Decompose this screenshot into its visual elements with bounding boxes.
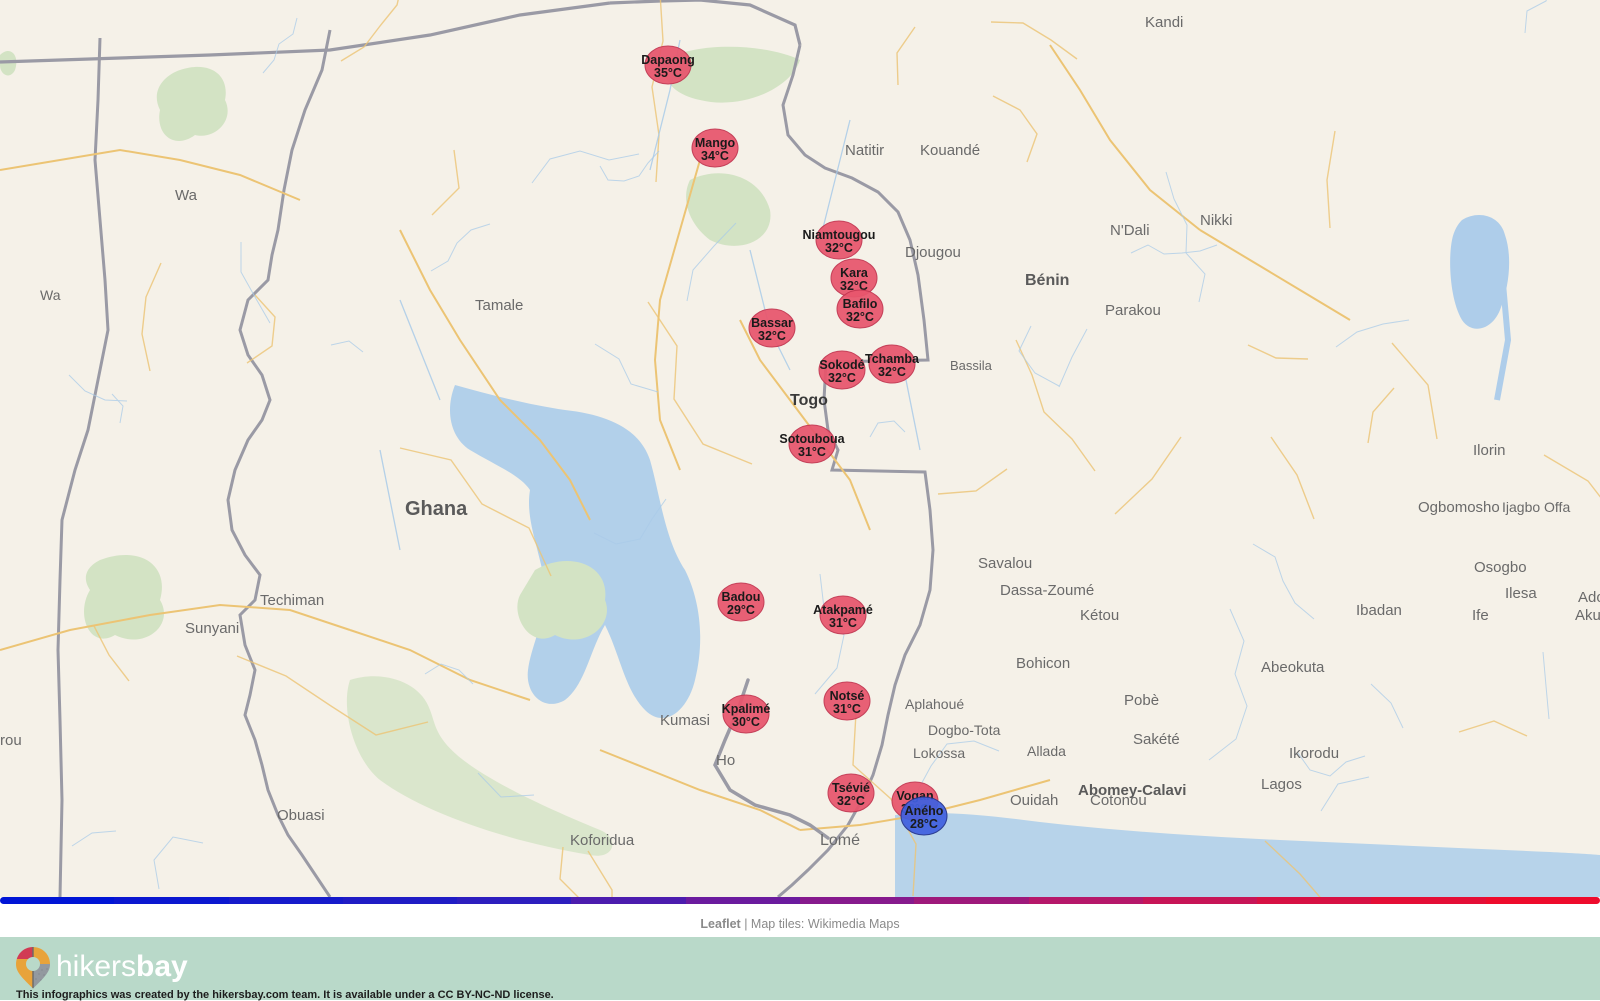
- svg-text:Pobè: Pobè: [1124, 692, 1159, 709]
- svg-text:Cotonou: Cotonou: [1090, 792, 1147, 809]
- svg-text:Allada: Allada: [1027, 743, 1066, 759]
- svg-text:N'Dali: N'Dali: [1110, 222, 1150, 239]
- svg-text:28°C: 28°C: [910, 817, 938, 831]
- svg-text:Bassila: Bassila: [950, 358, 993, 373]
- svg-text:Techiman: Techiman: [260, 592, 324, 609]
- svg-text:Parakou: Parakou: [1105, 302, 1161, 319]
- svg-text:Lomé: Lomé: [820, 832, 860, 849]
- svg-text:Bassar: Bassar: [751, 316, 793, 330]
- svg-text:Osogbo: Osogbo: [1474, 559, 1527, 576]
- svg-text:32°C: 32°C: [825, 241, 853, 255]
- svg-text:Togo: Togo: [790, 392, 828, 409]
- svg-text:Kétou: Kétou: [1080, 607, 1119, 624]
- svg-text:Tchamba: Tchamba: [865, 352, 920, 366]
- svg-text:Mango: Mango: [695, 136, 736, 150]
- svg-text:Dogbo-Tota: Dogbo-Tota: [928, 722, 1001, 738]
- svg-text:rou: rou: [0, 732, 22, 749]
- svg-text:Kumasi: Kumasi: [660, 712, 710, 729]
- svg-text:Bénin: Bénin: [1025, 272, 1069, 289]
- svg-text:Ogbomosho: Ogbomosho: [1418, 499, 1500, 516]
- svg-text:Kara: Kara: [840, 266, 869, 280]
- svg-text:Ilorin: Ilorin: [1473, 442, 1506, 459]
- svg-text:Ikorodu: Ikorodu: [1289, 745, 1339, 762]
- svg-text:Bafilo: Bafilo: [843, 297, 878, 311]
- svg-text:Ibadan: Ibadan: [1356, 602, 1402, 619]
- svg-text:Djougou: Djougou: [905, 244, 961, 261]
- svg-text:31°C: 31°C: [829, 616, 857, 630]
- svg-text:Ijagbo Offa: Ijagbo Offa: [1502, 499, 1570, 515]
- svg-text:Badou: Badou: [722, 590, 761, 604]
- svg-text:Bohicon: Bohicon: [1016, 655, 1070, 672]
- svg-text:31°C: 31°C: [798, 445, 826, 459]
- svg-text:Kpalimé: Kpalimé: [722, 702, 771, 716]
- svg-text:29°C: 29°C: [727, 603, 755, 617]
- svg-text:Ghana: Ghana: [405, 498, 468, 520]
- svg-text:Tsévié: Tsévié: [832, 781, 870, 795]
- svg-text:34°C: 34°C: [701, 149, 729, 163]
- svg-text:Savalou: Savalou: [978, 555, 1032, 572]
- svg-text:32°C: 32°C: [828, 371, 856, 385]
- svg-text:Abeokuta: Abeokuta: [1261, 659, 1325, 676]
- svg-text:Sotouboua: Sotouboua: [779, 432, 845, 446]
- svg-text:Aku: Aku: [1575, 607, 1600, 624]
- svg-text:Wa: Wa: [175, 187, 198, 204]
- svg-text:Atakpamé: Atakpamé: [813, 603, 873, 617]
- svg-text:Tamale: Tamale: [475, 297, 523, 314]
- svg-text:Dapaong: Dapaong: [641, 53, 694, 67]
- svg-text:Niamtougou: Niamtougou: [803, 228, 876, 242]
- svg-text:32°C: 32°C: [846, 310, 874, 324]
- svg-text:Sunyani: Sunyani: [185, 620, 239, 637]
- svg-text:31°C: 31°C: [833, 702, 861, 716]
- svg-text:Sakété: Sakété: [1133, 731, 1180, 748]
- svg-text:Obuasi: Obuasi: [277, 807, 325, 824]
- svg-text:Sokodé: Sokodé: [819, 358, 864, 372]
- svg-text:32°C: 32°C: [837, 794, 865, 808]
- svg-text:Kandi: Kandi: [1145, 14, 1183, 31]
- svg-text:Ilesa: Ilesa: [1505, 585, 1537, 602]
- svg-text:Lokossa: Lokossa: [913, 745, 965, 761]
- svg-text:Ouidah: Ouidah: [1010, 792, 1058, 809]
- svg-text:Ado: Ado: [1578, 589, 1600, 606]
- svg-text:Wa: Wa: [40, 287, 61, 303]
- svg-text:Nikki: Nikki: [1200, 212, 1233, 229]
- svg-text:35°C: 35°C: [654, 66, 682, 80]
- svg-text:32°C: 32°C: [758, 329, 786, 343]
- svg-text:Ife: Ife: [1472, 607, 1489, 624]
- svg-text:30°C: 30°C: [732, 715, 760, 729]
- svg-text:Lagos: Lagos: [1261, 776, 1302, 793]
- svg-text:Dassa-Zoumé: Dassa-Zoumé: [1000, 582, 1094, 599]
- svg-text:Kouandé: Kouandé: [920, 142, 980, 159]
- svg-text:32°C: 32°C: [878, 365, 906, 379]
- svg-text:Ho: Ho: [716, 752, 735, 769]
- svg-text:Notsé: Notsé: [830, 689, 865, 703]
- svg-text:Natitir: Natitir: [845, 142, 884, 159]
- svg-text:Aplahoué: Aplahoué: [905, 696, 964, 712]
- svg-text:Aného: Aného: [905, 804, 944, 818]
- svg-text:Koforidua: Koforidua: [570, 832, 635, 849]
